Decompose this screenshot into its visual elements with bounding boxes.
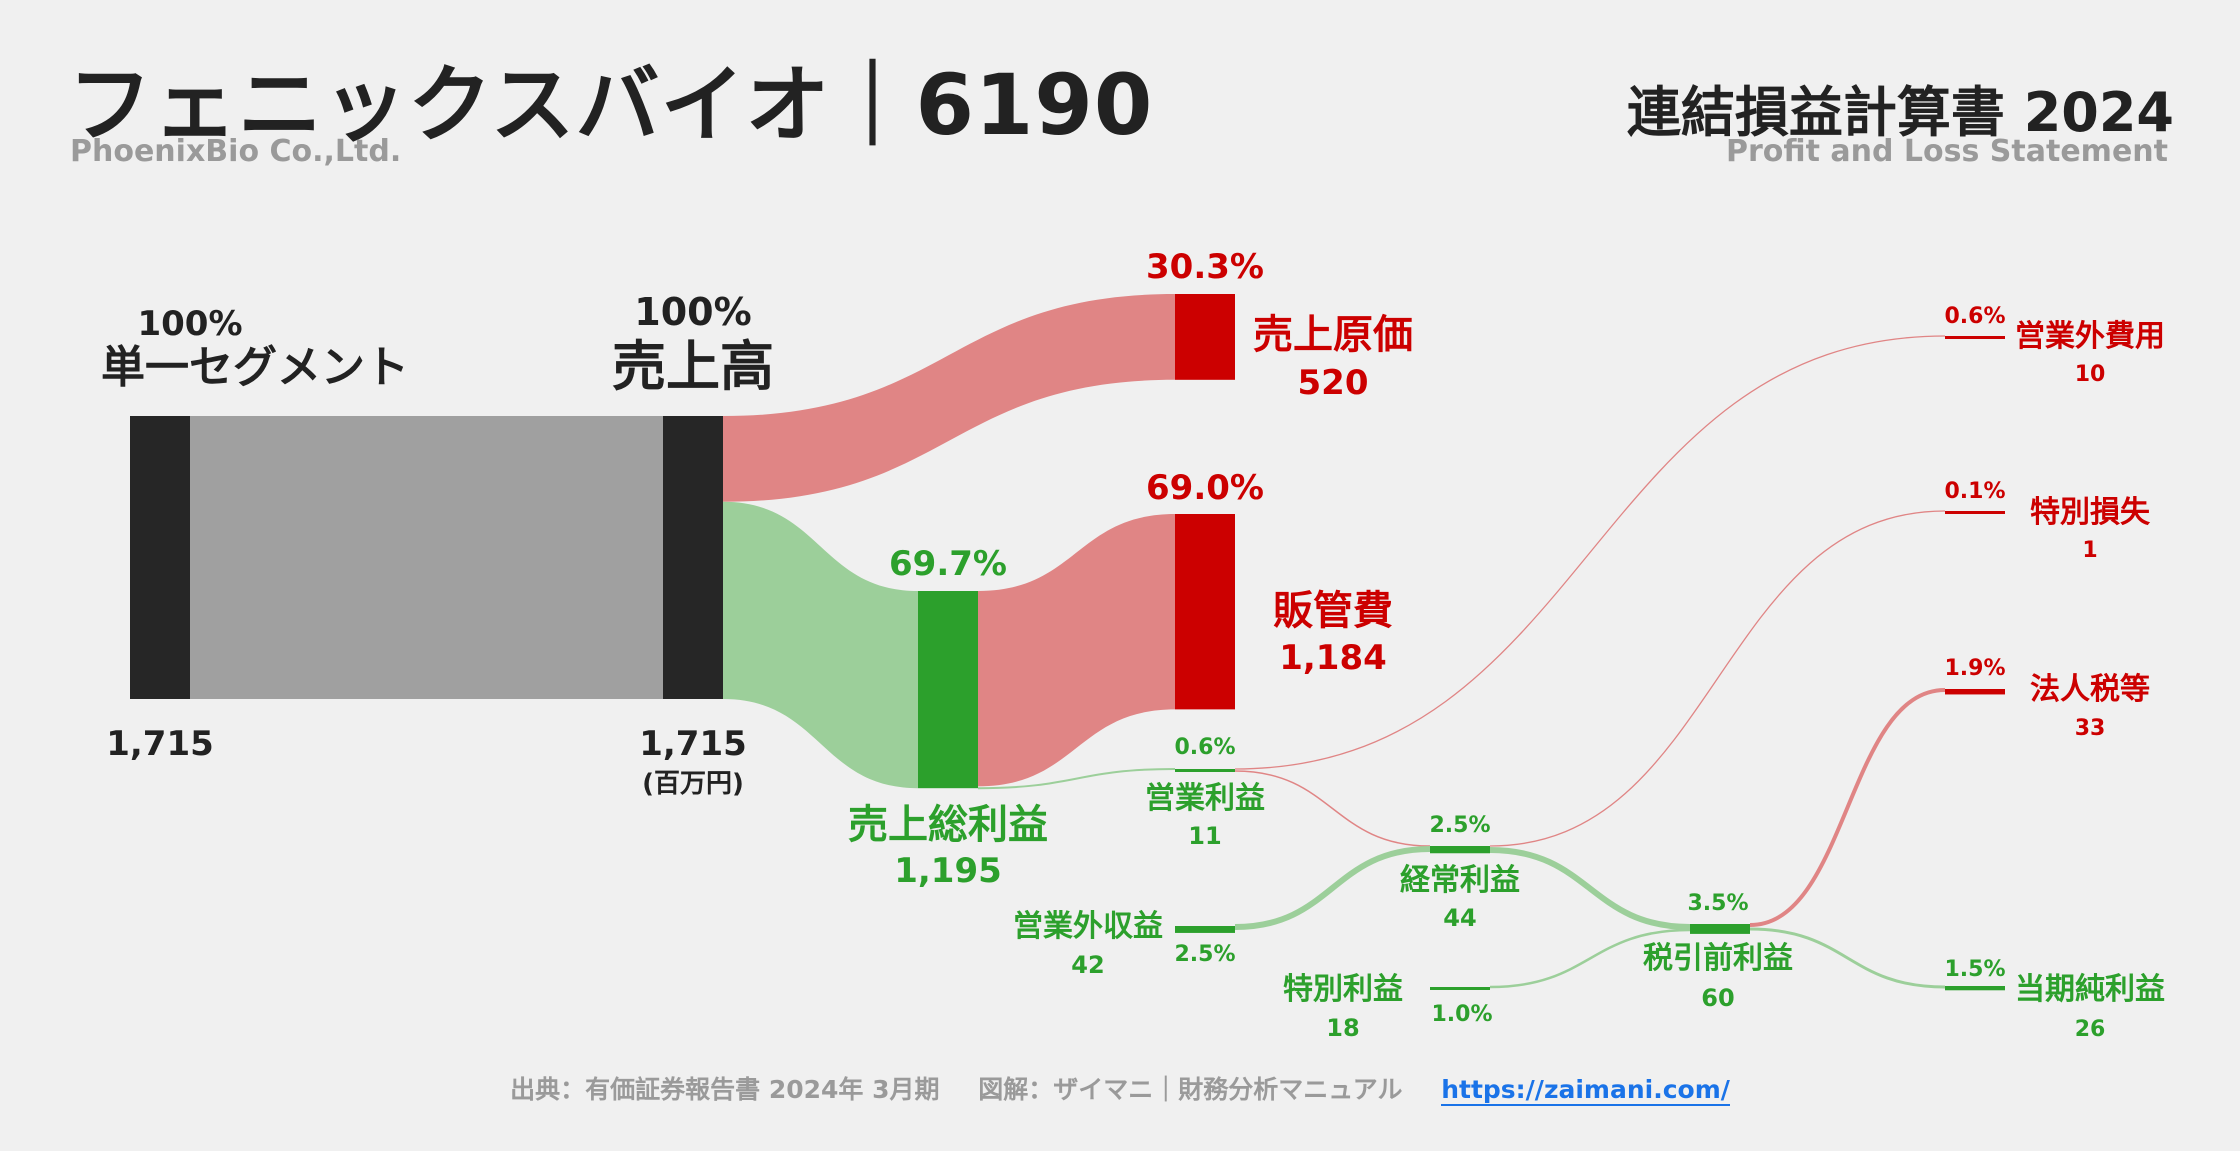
value-label-tax: 33	[2075, 716, 2106, 741]
value-label-pretax-profit: 60	[1701, 984, 1734, 1012]
node-label-gross-profit: 売上総利益	[848, 802, 1048, 848]
unit-label: (百万円)	[642, 769, 744, 799]
node-sga	[1175, 514, 1235, 710]
pct-label-extra-gain: 1.0%	[1431, 1002, 1492, 1027]
pct-label-pretax-profit: 3.5%	[1687, 891, 1748, 916]
pct-label-operating-profit: 0.6%	[1174, 735, 1235, 760]
node-label-non-op-expense: 営業外費用	[2015, 319, 2165, 354]
company-name-en: PhoenixBio Co.,Ltd.	[70, 134, 402, 169]
flow-pretax-net-income	[1749, 927, 1946, 989]
value-label-extra-loss: 1	[2082, 538, 2097, 563]
pct-label-cogs: 30.3%	[1146, 247, 1264, 287]
node-cogs	[1175, 294, 1235, 380]
node-label-tax: 法人税等	[2030, 672, 2150, 707]
node-label-non-op-income: 営業外収益	[1013, 909, 1163, 944]
node-label-segment: 単一セグメント	[101, 342, 409, 393]
node-non-op-income	[1175, 926, 1235, 933]
statement-title: 連結損益計算書 2024	[1626, 81, 2174, 144]
value-label-net-income: 26	[2075, 1017, 2106, 1042]
pct-label-ordinary-profit: 2.5%	[1429, 813, 1490, 838]
value-label-operating-profit: 11	[1188, 822, 1221, 850]
pct-label-non-op-expense: 0.6%	[1944, 304, 2005, 329]
flow-segment-revenue	[190, 416, 663, 699]
value-label-extra-gain: 18	[1326, 1014, 1359, 1042]
node-ordinary-profit	[1430, 846, 1490, 854]
page-title: フェニックスバイオ｜6190	[68, 56, 1154, 154]
flow-non-op-income-ordinary	[1234, 846, 1431, 930]
node-label-net-income: 当期純利益	[2015, 972, 2165, 1007]
node-extra-loss	[1945, 511, 2005, 514]
flow-operating-ordinary	[1234, 770, 1431, 847]
site-link[interactable]: https://zaimani.com/	[1441, 1075, 1730, 1106]
pct-label-net-income: 1.5%	[1944, 957, 2005, 982]
node-segment	[130, 416, 190, 699]
flow-pretax-tax	[1749, 688, 1946, 927]
flow-gross-operating	[977, 768, 1176, 790]
value-label-sga: 1,184	[1279, 638, 1387, 678]
node-label-operating-profit: 営業利益	[1145, 781, 1265, 816]
node-label-extra-gain: 特別利益	[1283, 972, 1403, 1007]
node-net-income	[1945, 986, 2005, 991]
node-pretax-profit	[1690, 924, 1750, 934]
value-label-non-op-income: 42	[1071, 951, 1104, 979]
flow-extra-gain-pretax	[1489, 928, 1691, 989]
value-label-cogs: 520	[1298, 363, 1369, 403]
flow-ordinary-extra-loss	[1489, 510, 1946, 847]
node-operating-profit	[1175, 769, 1235, 772]
credit-note: 図解：ザイマニ｜財務分析マニュアル	[978, 1075, 1403, 1104]
value-label-revenue: 1,715	[639, 724, 747, 764]
flow-revenue-gross-profit	[723, 501, 918, 789]
node-revenue	[663, 416, 723, 699]
node-gross-profit	[918, 591, 978, 789]
statement-subtitle: Profit and Loss Statement	[1725, 134, 2168, 169]
pct-label-sga: 69.0%	[1146, 468, 1264, 508]
flow-ordinary-pretax	[1489, 847, 1691, 930]
node-non-op-expense	[1945, 336, 2005, 339]
value-label-segment: 1,715	[106, 724, 214, 764]
node-extra-gain	[1430, 987, 1490, 990]
flow-operating-non-op-expense	[1234, 335, 1946, 770]
value-label-gross-profit: 1,195	[894, 851, 1002, 891]
pct-label-non-op-income: 2.5%	[1174, 942, 1235, 967]
source-note: 出典：有価証券報告書 2024年 3月期	[510, 1075, 940, 1104]
footer: 出典：有価証券報告書 2024年 3月期 図解：ザイマニ｜財務分析マニュアル h…	[0, 1070, 2240, 1106]
pct-label-segment: 100%	[137, 304, 242, 344]
pct-label-tax: 1.9%	[1944, 656, 2005, 681]
pct-label-revenue: 100%	[634, 290, 751, 334]
pct-label-extra-loss: 0.1%	[1944, 479, 2005, 504]
node-label-ordinary-profit: 経常利益	[1400, 863, 1520, 898]
value-label-non-op-expense: 10	[2075, 362, 2106, 387]
node-label-extra-loss: 特別損失	[2030, 495, 2151, 530]
node-label-cogs: 売上原価	[1253, 312, 1413, 358]
node-label-sga: 販管費	[1273, 588, 1393, 634]
node-label-revenue: 売上高	[612, 335, 774, 398]
pct-label-gross-profit: 69.7%	[889, 544, 1007, 584]
value-label-ordinary-profit: 44	[1443, 904, 1476, 932]
flow-revenue-cogs	[723, 294, 1175, 502]
node-label-pretax-profit: 税引前利益	[1643, 941, 1793, 976]
node-tax	[1945, 689, 2005, 695]
flow-gross-profit-sga	[978, 514, 1175, 787]
